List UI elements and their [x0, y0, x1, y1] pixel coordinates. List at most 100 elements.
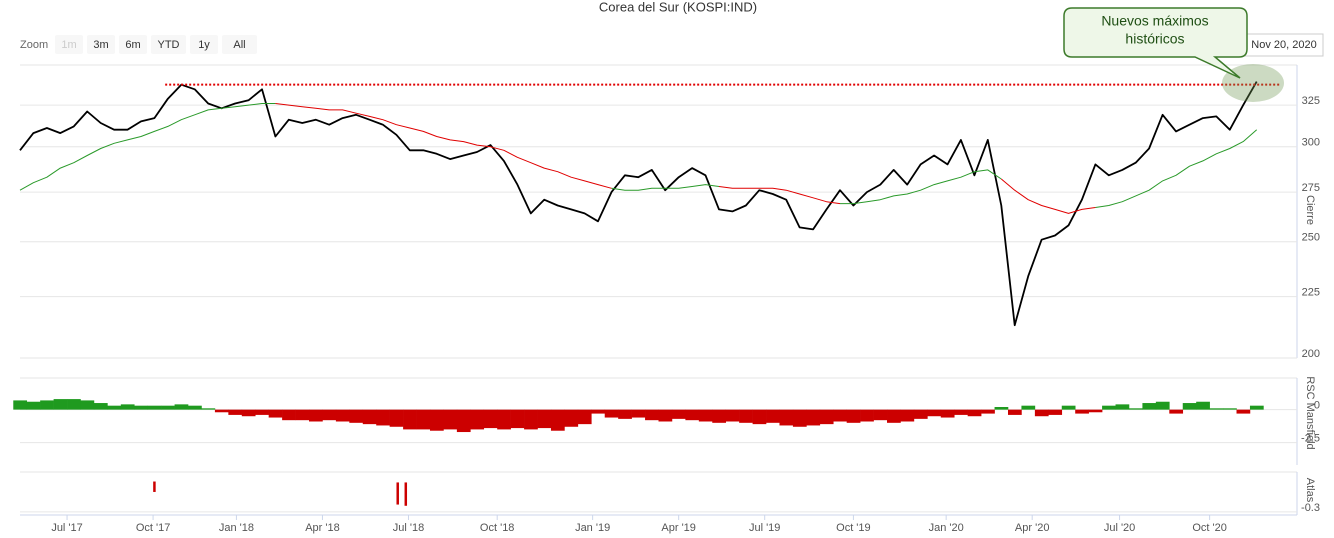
bar	[1034, 409, 1049, 417]
bar	[725, 409, 740, 422]
y-tick-label: 200	[1302, 348, 1320, 360]
y-tick-label: 300	[1302, 137, 1320, 149]
y-tick-label: 225	[1302, 287, 1320, 299]
y-tick-label: 325	[1302, 95, 1320, 107]
x-tick-label: Jan '20	[929, 522, 964, 534]
bar	[282, 409, 296, 421]
bar	[376, 409, 390, 426]
highlight	[1222, 64, 1284, 102]
bar	[268, 409, 283, 418]
bar	[241, 409, 256, 417]
line-series	[275, 103, 612, 189]
bar	[631, 409, 646, 418]
bar	[67, 399, 81, 410]
bar	[1048, 409, 1063, 415]
bar	[940, 409, 955, 418]
bar	[107, 405, 122, 410]
bar	[981, 409, 995, 414]
bar	[860, 409, 874, 422]
bar	[201, 408, 216, 410]
line-series	[19, 81, 1258, 327]
button-label: 1m	[61, 39, 76, 51]
y-tick-label: 0	[1314, 400, 1320, 412]
line-series	[1000, 178, 1096, 214]
y-axis-title: Cierre	[1304, 195, 1316, 225]
zoom-button[interactable]: YTD	[151, 35, 186, 54]
bar	[1088, 409, 1103, 413]
button-label[interactable]: All	[233, 39, 245, 51]
button-label[interactable]: 1y	[198, 39, 210, 51]
bar	[497, 409, 511, 430]
bar	[1128, 408, 1143, 410]
zoom-button[interactable]: All	[222, 35, 257, 54]
x-tick-label: Oct '20	[1192, 522, 1227, 534]
zoom-button[interactable]: 1y	[190, 35, 218, 54]
bar	[712, 409, 727, 423]
bar	[1115, 404, 1130, 410]
bar	[913, 409, 928, 419]
x-tick-label: Oct '17	[136, 522, 171, 534]
bar	[1142, 403, 1157, 410]
bar	[188, 405, 202, 410]
bar	[994, 407, 1009, 410]
x-tick-label: Apr '20	[1015, 522, 1050, 534]
x-tick-label: Jul '18	[393, 522, 424, 534]
bar	[967, 409, 982, 417]
x-tick-label: Oct '19	[836, 522, 871, 534]
callout-text: históricos	[1125, 31, 1184, 47]
bar	[403, 409, 417, 430]
bar	[1169, 409, 1184, 414]
button-bg[interactable]	[190, 35, 218, 54]
bar	[134, 405, 148, 410]
bar	[887, 409, 901, 423]
bar	[26, 401, 41, 410]
bar	[13, 400, 28, 410]
bar	[1196, 401, 1210, 410]
button-bg[interactable]	[151, 35, 186, 54]
bar	[174, 404, 189, 410]
bar	[362, 409, 377, 425]
y-axis-title: Atlas	[1304, 478, 1316, 503]
bar	[685, 409, 700, 421]
y-tick-label: -0.3	[1301, 502, 1320, 514]
button-bg[interactable]	[222, 35, 257, 54]
bar	[40, 400, 54, 410]
bar	[1075, 409, 1089, 414]
button-label[interactable]: YTD	[158, 39, 180, 51]
button-bg	[55, 35, 83, 54]
bar	[564, 409, 579, 427]
button-label[interactable]: 6m	[125, 39, 140, 51]
bar	[1209, 408, 1224, 410]
bar	[1223, 408, 1237, 410]
bar	[443, 409, 458, 430]
bar	[833, 409, 847, 422]
bar	[147, 405, 162, 410]
bar	[470, 409, 485, 430]
bar	[161, 405, 175, 410]
bar	[577, 409, 592, 425]
x-tick-label: Oct '18	[480, 522, 515, 534]
x-tick-label: Apr '19	[661, 522, 696, 534]
bar	[792, 409, 807, 427]
zoom-button[interactable]: 6m	[119, 35, 147, 54]
button-bg[interactable]	[119, 35, 147, 54]
line-series	[718, 186, 841, 205]
bar	[389, 409, 404, 427]
button-bg[interactable]	[87, 35, 115, 54]
y-axis-title: RSC Mansfield	[1304, 376, 1316, 449]
zoom-button[interactable]: 3m	[87, 35, 115, 54]
button-label[interactable]: 3m	[93, 39, 108, 51]
bar	[819, 409, 834, 425]
bar	[766, 409, 780, 423]
callout-text: Nuevos máximos	[1101, 13, 1208, 29]
bar	[779, 409, 794, 426]
bar	[591, 409, 606, 414]
bar	[228, 409, 243, 415]
bar	[671, 409, 686, 419]
bar	[255, 409, 269, 415]
bar	[80, 400, 95, 410]
bar	[1061, 405, 1076, 410]
bar	[698, 409, 713, 422]
bar	[483, 409, 498, 429]
chart-title: Corea del Sur (KOSPI:IND)	[599, 0, 757, 14]
